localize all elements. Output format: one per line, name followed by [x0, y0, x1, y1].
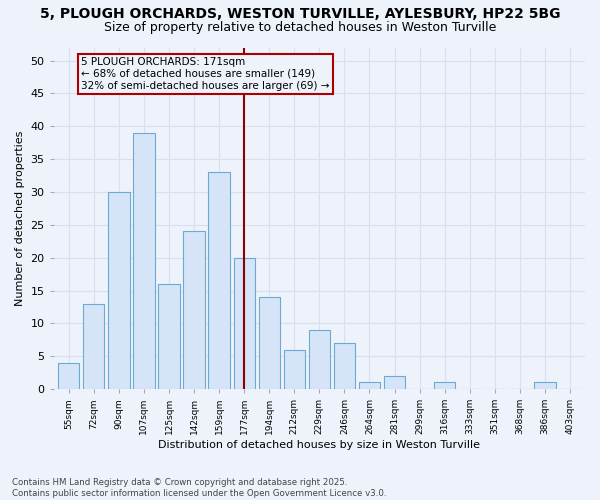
Bar	[334, 343, 355, 389]
Y-axis label: Number of detached properties: Number of detached properties	[15, 130, 25, 306]
Bar	[359, 382, 380, 389]
Text: Contains HM Land Registry data © Crown copyright and database right 2025.
Contai: Contains HM Land Registry data © Crown c…	[12, 478, 386, 498]
Bar	[384, 376, 405, 389]
Bar	[534, 382, 556, 389]
Bar	[58, 363, 79, 389]
Bar	[184, 232, 205, 389]
Bar	[309, 330, 330, 389]
Bar	[233, 258, 255, 389]
Bar	[133, 133, 155, 389]
Text: 5 PLOUGH ORCHARDS: 171sqm
← 68% of detached houses are smaller (149)
32% of semi: 5 PLOUGH ORCHARDS: 171sqm ← 68% of detac…	[81, 58, 330, 90]
Text: 5, PLOUGH ORCHARDS, WESTON TURVILLE, AYLESBURY, HP22 5BG: 5, PLOUGH ORCHARDS, WESTON TURVILLE, AYL…	[40, 8, 560, 22]
Bar	[284, 350, 305, 389]
Bar	[434, 382, 455, 389]
Bar	[259, 297, 280, 389]
Bar	[83, 304, 104, 389]
Text: Size of property relative to detached houses in Weston Turville: Size of property relative to detached ho…	[104, 21, 496, 34]
Bar	[208, 172, 230, 389]
Bar	[108, 192, 130, 389]
X-axis label: Distribution of detached houses by size in Weston Turville: Distribution of detached houses by size …	[158, 440, 481, 450]
Bar	[158, 284, 179, 389]
